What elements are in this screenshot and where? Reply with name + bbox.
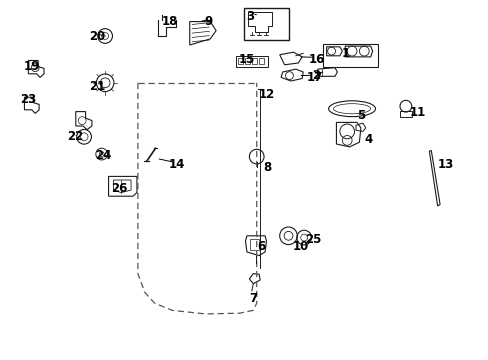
Text: 10: 10 [292, 240, 308, 253]
Text: 25: 25 [305, 233, 321, 246]
Text: 23: 23 [20, 93, 37, 106]
Text: 7: 7 [249, 292, 257, 305]
Text: 24: 24 [95, 149, 111, 162]
Bar [238, 58, 243, 64]
Text: 20: 20 [89, 30, 105, 42]
Bar [244, 58, 249, 64]
Text: 14: 14 [168, 158, 184, 171]
Bar [399, 111, 411, 117]
Text: 16: 16 [308, 53, 325, 66]
Text: 13: 13 [437, 158, 453, 171]
Text: 11: 11 [409, 106, 425, 119]
Bar [243, 8, 288, 40]
Text: 4: 4 [364, 133, 372, 146]
Text: 22: 22 [67, 130, 83, 143]
Text: 17: 17 [306, 71, 323, 84]
Text: 1: 1 [341, 47, 349, 60]
Bar [251, 58, 256, 64]
Text: 26: 26 [111, 182, 127, 195]
Text: 9: 9 [204, 15, 212, 28]
Text: 8: 8 [263, 161, 271, 174]
Text: 3: 3 [245, 10, 254, 23]
Text: 2: 2 [311, 69, 320, 82]
Text: 19: 19 [23, 60, 40, 73]
Text: 6: 6 [257, 240, 265, 253]
Text: 21: 21 [89, 80, 105, 93]
Text: 5: 5 [356, 109, 365, 122]
Text: 15: 15 [238, 53, 254, 66]
Bar [258, 58, 263, 64]
Bar [250, 239, 259, 250]
Text: 18: 18 [161, 15, 177, 28]
Text: 12: 12 [258, 88, 274, 101]
Bar [322, 44, 377, 67]
